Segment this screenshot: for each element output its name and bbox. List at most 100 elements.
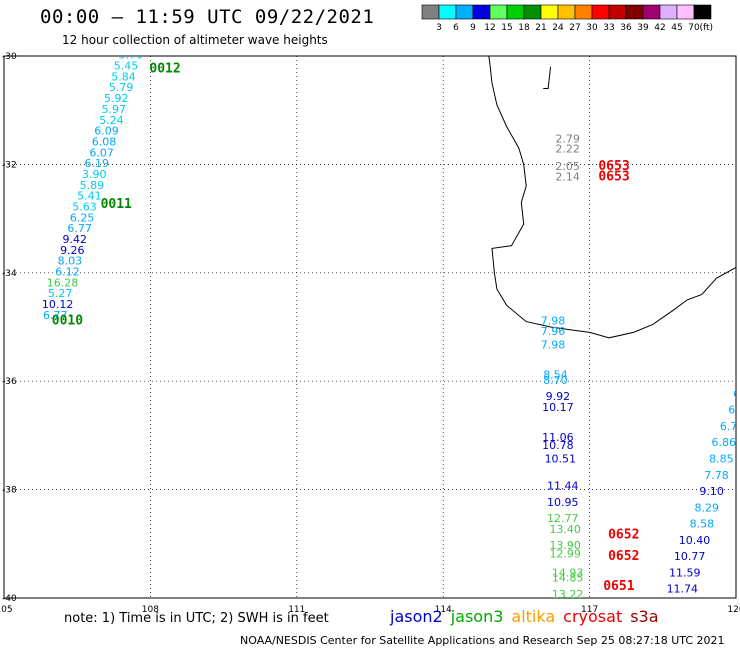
legend-tick-label: 42 [654, 23, 665, 33]
wave-height-label: 8.85 [709, 453, 734, 466]
legend-tick-label: 30 [586, 23, 598, 33]
legend-tick-label: 6 [453, 23, 459, 33]
wave-height-label: 10.12 [42, 298, 74, 311]
legend-tick-label: 12 [484, 23, 495, 33]
river-outline [543, 66, 552, 90]
wave-height-label: 2.79 [555, 133, 580, 146]
lon-tick-label: 108 [142, 605, 159, 615]
legend-unit: (ft) [699, 23, 713, 33]
legend-tick-label: 36 [620, 23, 632, 33]
legend-tick-label: 33 [603, 23, 614, 33]
wave-height-label: 6.7 [720, 420, 738, 433]
wave-height-label: 9.42 [63, 233, 88, 246]
wave-height-label: 5.24 [99, 114, 124, 127]
wave-height-label: 10.51 [545, 453, 577, 466]
wave-height-label: 6.08 [92, 135, 117, 148]
wave-height-label: 12.77 [547, 512, 579, 525]
pass-time-label: 0011 [101, 197, 132, 212]
wave-height-label: 5.41 [77, 190, 102, 203]
wave-height-label: 13.22 [552, 588, 584, 601]
wave-height-label: 6. [728, 404, 739, 417]
wave-height-label: 8.70 [543, 374, 568, 387]
legend-tick-label: 21 [535, 23, 546, 33]
wave-height-label: 6.86 [712, 436, 737, 449]
legend-tick-label: 18 [518, 23, 530, 33]
wave-height-label: 6.25 [70, 211, 95, 224]
wave-height-label: 10.95 [547, 496, 579, 509]
wave-height-label: 6.12 [55, 266, 80, 279]
wave-height-label: 11.59 [669, 566, 701, 579]
wave-height-label: 9.10 [699, 485, 724, 498]
wave-height-label: 6.19 [84, 157, 109, 170]
wave-height-label: 6. [733, 387, 740, 400]
pass-time-label: 0652 [608, 527, 639, 542]
wave-height-label: 5.97 [102, 103, 127, 116]
satellite-altika: altika [511, 607, 556, 626]
legend-tick-label: 70 [688, 23, 700, 33]
wave-height-label: 5.27 [48, 287, 73, 300]
wave-height-label: 8.54 [543, 368, 568, 381]
pass-time-label: 0653 [598, 159, 629, 174]
map-frame [3, 55, 737, 599]
wave-height-label: 7.98 [541, 314, 566, 327]
color-scale-legend: 3 6 9 12 15 18 21 24 27 30 33 36 39 42 45 70 (ft) [421, 4, 713, 33]
legend-tick-label: 3 [436, 23, 442, 33]
wave-height-label: 5.63 [72, 200, 97, 213]
lon-tick-label: 105 [0, 605, 13, 615]
satellite-s3a: s3a [630, 607, 659, 626]
wave-height-label: 2.05 [555, 160, 580, 173]
wave-height-label: 6.77 [67, 222, 92, 235]
wave-height-label: 5.84 [111, 70, 136, 83]
pass-time-label: 0651 [603, 579, 634, 594]
wave-height-label: 16.28 [47, 276, 79, 289]
wave-height-label: 10.78 [542, 439, 574, 452]
wave-height-label: 10.77 [674, 550, 706, 563]
lon-tick-label: 111 [288, 605, 305, 615]
wave-height-label: 9.26 [60, 244, 85, 257]
lon-tick-label: 117 [581, 605, 598, 615]
wave-height-label: 11.74 [667, 583, 699, 596]
lat-tick-label: -32 [2, 160, 17, 170]
pass-time-label: 0653 [598, 170, 629, 185]
legend-tick-label: 24 [552, 23, 564, 33]
wave-height-label: 5.89 [80, 179, 105, 192]
satellite-legend: jason2 jason3 altika cryosat s3a [390, 607, 667, 626]
wave-height-label: 3.90 [82, 168, 107, 181]
legend-tick-label: 9 [470, 23, 476, 33]
pass-time-label: 0012 [149, 61, 180, 76]
legend-tick-label: 27 [569, 23, 580, 33]
wave-height-label: 12.99 [549, 547, 581, 560]
lat-tick-label: -40 [2, 594, 17, 604]
wave-height-label: 7.96 [541, 325, 566, 338]
wave-height-label: 6.09 [94, 125, 119, 138]
lat-tick-label: -30 [2, 52, 17, 62]
wave-height-label: 7.78 [704, 469, 729, 482]
wave-height-label: 2.14 [555, 171, 580, 184]
wave-height-label: 11.44 [547, 480, 579, 493]
wave-height-label: 8.03 [58, 255, 83, 268]
wave-height-label: 5.92 [104, 92, 129, 105]
wave-height-label: 10.17 [542, 401, 574, 414]
wave-height-label: 7.98 [541, 339, 566, 352]
wave-height-label: 2.22 [555, 142, 580, 155]
wave-height-label: 14.93 [552, 566, 584, 579]
wave-height-label: 13.40 [549, 523, 581, 536]
wave-height-label: 5.79 [109, 81, 134, 94]
page-subtitle: 12 hour collection of altimeter wave hei… [62, 33, 328, 47]
credit-footer: NOAA/NESDIS Center for Satellite Applica… [240, 634, 725, 647]
satellite-jason3: jason3 [450, 607, 504, 626]
wave-height-label: 6.77 [43, 309, 68, 322]
pass-time-label: 0652 [608, 549, 639, 564]
lon-tick-label: 114 [435, 605, 452, 615]
legend-swatch [693, 4, 712, 20]
legend-tick-label: 39 [637, 23, 649, 33]
page-title: 00:00 – 11:59 UTC 09/22/2021 [40, 6, 375, 28]
legend-tick-label: 15 [501, 23, 512, 33]
legend-tick-label: 45 [671, 23, 682, 33]
units-note: note: 1) Time is in UTC; 2) SWH is in fe… [64, 611, 329, 626]
wave-height-label: 11.06 [542, 431, 574, 444]
satellite-cryosat: cryosat [563, 607, 623, 626]
lat-tick-label: -34 [2, 269, 17, 279]
lat-tick-label: -38 [2, 486, 17, 496]
